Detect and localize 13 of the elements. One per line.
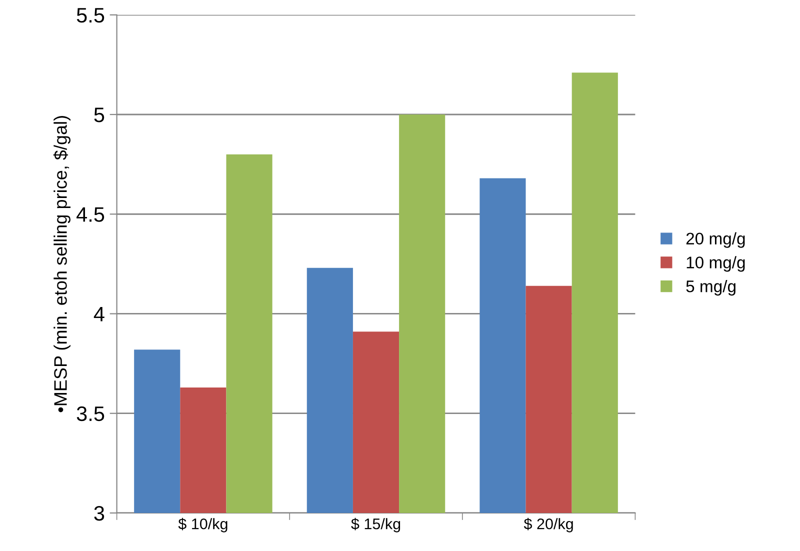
legend-label: 20 mg/g xyxy=(686,232,745,248)
x-tick-label: $ 10/kg xyxy=(178,518,228,532)
y-tick-label: 4 xyxy=(94,306,104,322)
y-tick-label: 5.5 xyxy=(76,8,104,23)
y-axis-title: •MESP (min. etoh selling price, $/gal) xyxy=(53,116,70,412)
legend-label: 10 mg/g xyxy=(686,256,745,272)
y-tick-label: 5 xyxy=(94,108,104,122)
y-tick-label: 3.5 xyxy=(76,406,104,422)
y-tick-label: 4.5 xyxy=(76,207,104,222)
legend-label: 5 mg/g xyxy=(686,280,736,296)
x-tick-label: $ 15/kg xyxy=(351,518,400,532)
y-tick-label: 3 xyxy=(94,506,104,521)
x-tick-label: $ 20/kg xyxy=(524,518,573,532)
